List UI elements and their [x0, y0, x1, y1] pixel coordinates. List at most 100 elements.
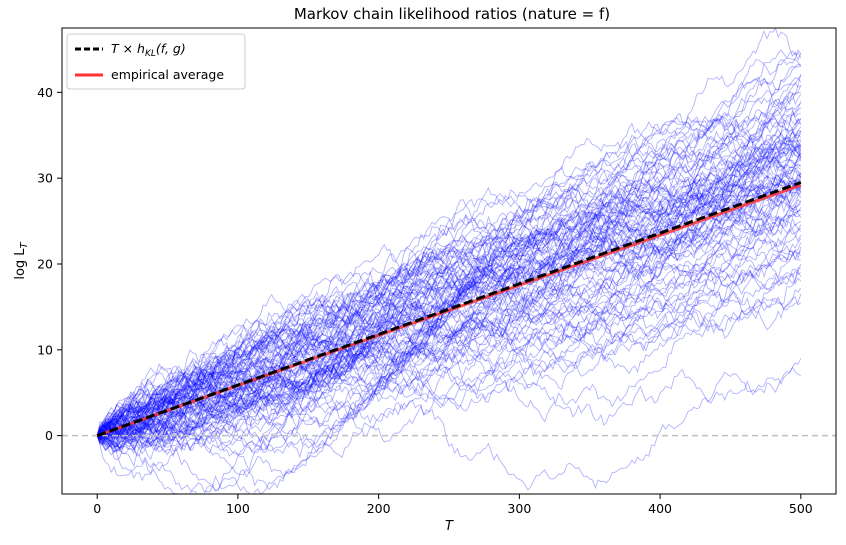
simulated-path [97, 147, 802, 443]
x-tick-label: 400 [648, 501, 672, 516]
simulated-path [96, 267, 801, 436]
simulated-path [96, 287, 802, 494]
simulated-path [96, 270, 802, 451]
simulated-path [96, 180, 802, 436]
simulated-path [96, 138, 802, 450]
simulated-path [96, 128, 802, 438]
simulated-path [96, 174, 801, 436]
simulated-path [96, 191, 802, 458]
simulated-path [97, 249, 801, 437]
simulated-path [96, 76, 802, 447]
simulated-path [96, 81, 802, 437]
simulated-path [96, 178, 802, 436]
simulated-path [96, 49, 802, 436]
simulated-path [96, 218, 802, 443]
simulated-path [97, 175, 802, 456]
simulated-path [96, 129, 801, 436]
simulated-path [97, 366, 802, 454]
simulated-path [96, 139, 802, 443]
y-tick-label: 0 [45, 428, 53, 443]
simulated-path [96, 123, 802, 454]
simulated-path [97, 169, 802, 444]
simulated-path [96, 140, 802, 436]
simulated-path [96, 148, 802, 442]
simulated-path [96, 296, 802, 436]
simulated-path [96, 164, 802, 442]
simulated-path [97, 126, 802, 450]
simulated-path [97, 85, 802, 454]
simulated-path [96, 187, 801, 450]
simulated-path [96, 210, 801, 436]
simulated-path [97, 239, 802, 443]
simulated-path [96, 242, 802, 443]
plot-area [61, 27, 837, 495]
simulated-path [97, 175, 802, 438]
simulated-path [97, 152, 802, 468]
simulated-path [96, 135, 802, 440]
simulated-path [96, 140, 802, 436]
simulated-path [96, 161, 802, 441]
simulated-path [96, 174, 802, 446]
simulated-path [96, 358, 802, 491]
simulated-path [96, 250, 802, 436]
simulated-path [96, 194, 802, 441]
y-tick-label: 10 [37, 342, 53, 357]
simulated-path [96, 153, 802, 441]
legend-entry-kl: T × hKL(f, g) [111, 41, 186, 59]
simulated-path [96, 227, 802, 492]
simulated-path [96, 57, 802, 456]
simulated-path [96, 204, 802, 438]
x-axis-ticks: 0 100 200 300 400 500 [93, 494, 813, 516]
simulated-path [96, 77, 802, 436]
simulated-path [96, 107, 802, 452]
simulated-path [96, 208, 802, 436]
chart-title: Markov chain likelihood ratios (nature =… [294, 5, 610, 23]
x-tick-label: 300 [507, 501, 531, 516]
x-tick-label: 200 [367, 501, 391, 516]
simulated-path [96, 64, 802, 440]
simulated-path [96, 150, 802, 442]
simulated-path [96, 118, 802, 436]
simulated-path [96, 28, 802, 445]
simulated-path [96, 118, 801, 461]
legend-entry-empirical: empirical average [111, 67, 224, 82]
y-axis-label: log LT [13, 241, 30, 279]
simulated-path [96, 130, 802, 436]
simulated-path [97, 91, 802, 438]
simulated-path [96, 49, 802, 437]
y-tick-label: 40 [37, 85, 53, 100]
y-tick-label: 30 [37, 171, 53, 186]
simulated-path [96, 244, 802, 494]
simulated-path [96, 137, 802, 453]
simulated-path [96, 134, 802, 461]
simulated-path [96, 223, 802, 444]
simulated-path [96, 151, 802, 454]
simulated-path [96, 91, 801, 439]
simulated-path [96, 109, 801, 436]
simulated-path [96, 130, 802, 439]
x-tick-label: 100 [226, 501, 250, 516]
simulated-path [96, 177, 802, 436]
simulated-path [97, 160, 802, 438]
simulated-path [96, 113, 802, 437]
simulated-path [96, 185, 802, 438]
simulated-path [96, 156, 802, 437]
simulated-path [96, 169, 802, 453]
x-tick-label: 500 [789, 501, 813, 516]
legend-box [66, 33, 246, 90]
simulated-path [96, 74, 802, 437]
simulated-path [96, 154, 802, 444]
simulated-path [96, 134, 801, 436]
simulated-path [96, 174, 802, 437]
simulated-path [96, 233, 802, 436]
simulated-path [96, 272, 802, 452]
simulated-path [96, 203, 801, 470]
simulated-path [97, 179, 802, 446]
simulated-path [96, 63, 801, 441]
x-tick-label: 0 [93, 501, 101, 516]
legend: T × hKL(f, g) empirical average [66, 33, 246, 90]
simulated-path [96, 201, 802, 456]
simulated-path [97, 106, 802, 449]
simulated-path [96, 133, 802, 444]
